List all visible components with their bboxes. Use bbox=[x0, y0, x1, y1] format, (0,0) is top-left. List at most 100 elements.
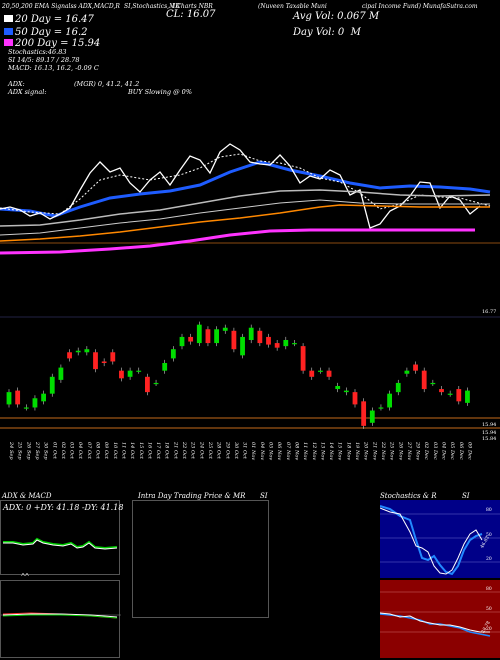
date-label: 09 Oct bbox=[103, 442, 109, 460]
candle-bullish bbox=[343, 390, 349, 393]
candle-bearish bbox=[257, 330, 263, 344]
date-label: 11 Oct bbox=[120, 442, 126, 460]
candle-bearish bbox=[119, 370, 124, 379]
candle-bullish bbox=[214, 329, 219, 344]
date-label: 16 Oct bbox=[146, 442, 152, 460]
candle-bearish bbox=[266, 336, 271, 345]
stoch-panel-title: Stochastics & R bbox=[380, 492, 437, 500]
candle-bearish bbox=[205, 329, 211, 344]
price-label-r2: 15.94 bbox=[482, 430, 497, 436]
candle-bearish bbox=[67, 352, 72, 359]
candle-bullish bbox=[6, 392, 12, 405]
date-label: 13 Nov bbox=[319, 442, 325, 460]
adx-panel: ADX: 0 +DY: 41.18 -DY: 41.18 bbox=[0, 500, 123, 576]
date-label: 15 Nov bbox=[337, 442, 343, 460]
date-label: 24 Oct bbox=[198, 441, 204, 460]
candle-bullish bbox=[127, 370, 133, 377]
candle-bearish bbox=[413, 364, 418, 371]
intraday-panel-title: Intra Day Trading Price & MR bbox=[138, 492, 246, 500]
date-label: 25 Nov bbox=[389, 441, 395, 460]
date-label: 08 Oct bbox=[95, 442, 101, 460]
candle-bearish bbox=[326, 370, 332, 377]
date-label: 31 Oct bbox=[242, 442, 248, 460]
ema20-dotted bbox=[0, 153, 491, 215]
candle-bullish bbox=[84, 349, 90, 353]
ema50-readout: 50 Day = 16.2 bbox=[4, 27, 88, 38]
date-label: 18 Oct bbox=[164, 442, 170, 460]
date-label: 25 Sep bbox=[17, 441, 23, 460]
ema20-swatch bbox=[4, 15, 13, 22]
stoch-level-50: 50 bbox=[486, 533, 492, 538]
date-label: 27 Nov bbox=[406, 441, 412, 460]
date-label: 02 Oct bbox=[60, 442, 66, 460]
date-label: 18 Nov bbox=[345, 442, 351, 460]
date-label: 04 Oct bbox=[77, 442, 83, 460]
date-label: 07 Oct bbox=[86, 442, 92, 460]
stochastics-panel: 80 50 20 46.83 bbox=[380, 500, 500, 578]
date-label: 02 Dec bbox=[423, 442, 429, 460]
price-label-top: 16.77 bbox=[482, 309, 497, 315]
stoch-si-title: SI bbox=[462, 492, 470, 500]
candle-bullish bbox=[49, 376, 55, 394]
candle-group bbox=[6, 321, 470, 429]
intraday-panel bbox=[132, 500, 269, 618]
date-label: 20 Nov bbox=[363, 441, 369, 460]
date-label: 03 Oct bbox=[69, 442, 75, 460]
date-label: 30 Oct bbox=[233, 442, 239, 460]
date-label: 12 Nov bbox=[311, 442, 317, 460]
stochastics-lines bbox=[380, 505, 500, 576]
date-label: 08 Nov bbox=[293, 442, 299, 460]
header-indicators-label: 20,50,200 EMA Signalss ADX,MACD,R bbox=[2, 3, 120, 10]
candle-bullish bbox=[153, 382, 159, 385]
candle-bullish bbox=[196, 324, 202, 344]
date-label: 26 Nov bbox=[397, 441, 403, 460]
rsi-panel: 80 50 20 28.78 bbox=[380, 580, 500, 658]
date-label: 29 Oct bbox=[224, 441, 230, 460]
candle-bullish bbox=[465, 390, 470, 403]
date-label: 09 Dec bbox=[466, 442, 472, 460]
candle-bullish bbox=[248, 327, 254, 340]
date-label: 30 Sep bbox=[43, 442, 49, 460]
day-volume: Day Vol: 0 M bbox=[293, 27, 361, 38]
candle-bearish bbox=[145, 376, 150, 393]
buy-signal: BUY Slowing @ 0% bbox=[128, 88, 192, 96]
rsi-level-80: 80 bbox=[486, 587, 492, 592]
ema-gray-line bbox=[0, 189, 491, 227]
adx-signal-label: ADX signal: bbox=[8, 88, 47, 96]
date-label: 28 Oct bbox=[216, 441, 222, 460]
macd-readout: MACD: 16.13, 16.2, -0.09 C bbox=[8, 64, 99, 72]
ema200-readout: 200 Day = 15.94 bbox=[4, 38, 100, 49]
candle-bearish bbox=[309, 370, 315, 377]
candle-bearish bbox=[456, 389, 462, 402]
stochastics-readout: Stochastics:46.83 bbox=[8, 48, 67, 56]
candle-bullish bbox=[387, 393, 392, 408]
candle-bullish bbox=[369, 410, 375, 423]
candle-bullish bbox=[378, 407, 384, 409]
price-label-r1: 15.94 bbox=[482, 422, 497, 428]
candle-bullish bbox=[23, 407, 29, 409]
price-label-r3: 15.84 bbox=[482, 436, 497, 442]
date-label: 04 Dec bbox=[441, 442, 447, 460]
candle-bullish bbox=[136, 370, 142, 372]
candle-bullish bbox=[318, 370, 323, 372]
rsi-level-20: 20 bbox=[486, 627, 492, 632]
candle-bearish bbox=[274, 343, 280, 348]
candle-bullish bbox=[179, 336, 185, 347]
candle-bullish bbox=[58, 367, 64, 380]
date-label: 21 Nov bbox=[371, 441, 377, 460]
header-site: cipal Income Fund) MunafaSutra.com bbox=[362, 3, 478, 10]
date-label: 05 Nov bbox=[268, 442, 274, 460]
header-indicators-label-2: SI,Stochastics,MR bbox=[124, 3, 180, 10]
date-label: 05 Dec bbox=[449, 442, 455, 460]
candle-bearish bbox=[93, 352, 98, 370]
ema200-orange-line bbox=[0, 204, 490, 242]
candle-bearish bbox=[421, 370, 427, 390]
date-label: 19 Nov bbox=[354, 442, 360, 460]
candle-bearish bbox=[110, 352, 116, 362]
ema-magenta-line bbox=[0, 228, 475, 255]
adx-values: (MGR) 0, 41.2, 41.2 bbox=[74, 80, 140, 88]
si-readout: SI 14/5: 89.17 / 28.78 bbox=[8, 56, 80, 64]
candle-bullish bbox=[170, 349, 176, 359]
header-symbol: I Charts NBR bbox=[172, 3, 213, 10]
candle-bullish bbox=[283, 340, 289, 347]
